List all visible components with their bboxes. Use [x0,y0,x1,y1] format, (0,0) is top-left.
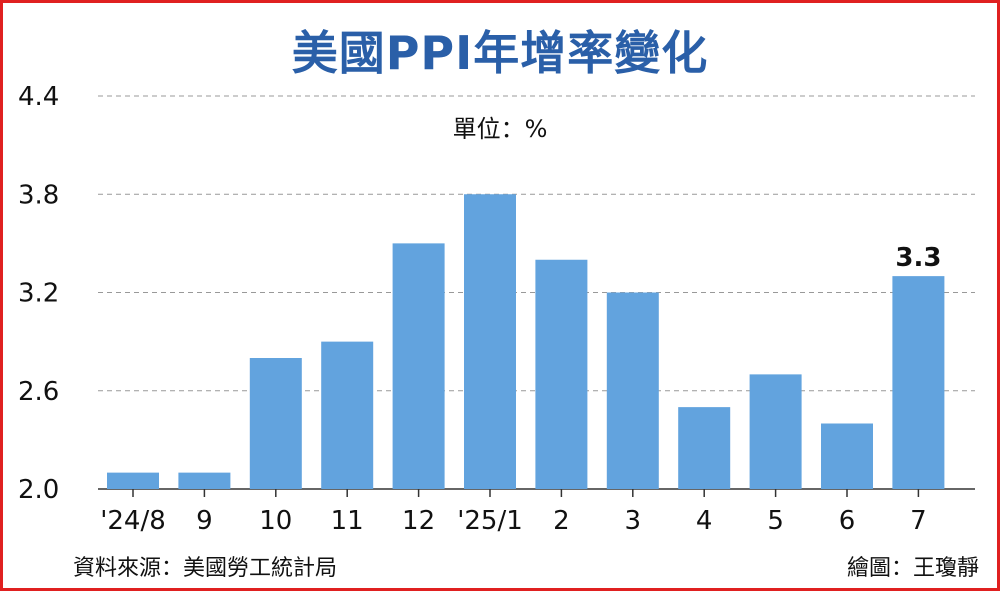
bar [606,292,659,489]
bar [392,243,445,489]
bar [749,374,802,489]
y-tick-label: 3.8 [18,180,59,210]
x-tick-label: 6 [839,506,856,536]
bar [178,472,231,489]
x-tick-label: 7 [910,506,927,536]
y-tick-label: 3.2 [18,279,59,309]
bar [892,276,945,489]
bar [535,259,588,489]
bar [321,341,374,489]
credit-note: 繪圖：王瓊靜 [846,556,979,581]
x-tick-label: 2 [553,506,570,536]
bar [249,358,302,489]
x-tick-label: 5 [767,506,784,536]
x-tick-label: 12 [402,506,435,536]
x-tick-label: 11 [331,506,364,536]
x-tick-label: 3 [625,506,642,536]
y-tick-label: 2.0 [18,475,59,505]
bar [107,472,159,489]
y-tick-label: 2.6 [18,377,59,407]
x-tick-label: '24/8 [100,506,166,536]
bar [464,194,516,489]
x-tick-label: 4 [696,506,713,536]
x-tick-label: 9 [196,506,213,536]
data-label: 3.3 [895,243,941,273]
x-tick-label: 10 [259,506,292,536]
chart-title: 美國PPI年增率變化 [291,26,709,80]
y-tick-label: 4.4 [18,82,59,112]
bar [678,407,731,489]
x-tick-label: '25/1 [457,506,523,536]
unit-label: 單位：% [452,115,548,143]
bar [821,423,873,489]
source-note: 資料來源：美國勞工統計局 [73,556,338,581]
